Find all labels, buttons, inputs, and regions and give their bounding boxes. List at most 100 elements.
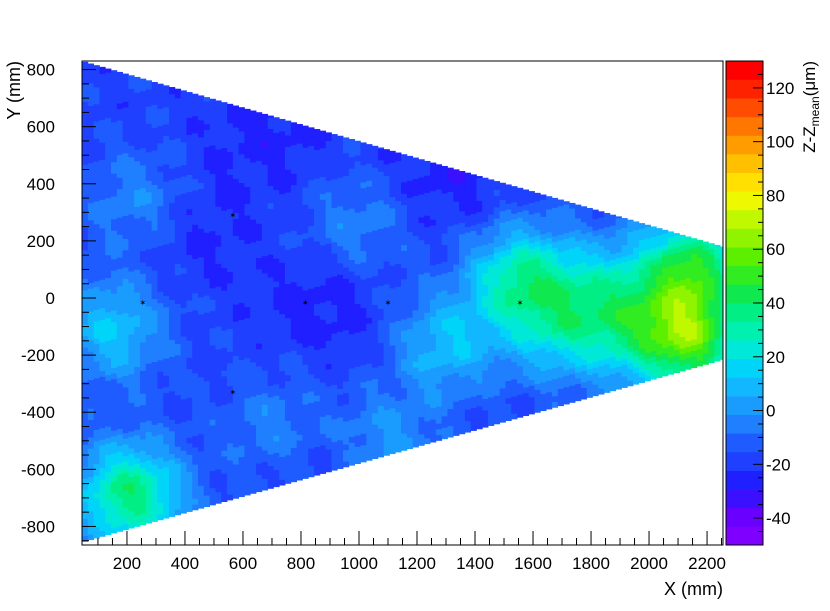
heatmap-cell — [88, 208, 94, 214]
heatmap-cell — [181, 108, 187, 114]
heatmap-cell — [82, 490, 88, 496]
heatmap-cell — [268, 466, 274, 472]
heatmap-cell — [442, 347, 448, 353]
heatmap-cell — [378, 200, 384, 206]
heatmap-cell — [517, 280, 523, 286]
heatmap-cell — [459, 297, 465, 303]
heatmap-cell — [99, 428, 105, 434]
heatmap-cell — [552, 310, 558, 316]
heatmap-cell — [140, 279, 146, 285]
heatmap-cell — [395, 435, 401, 441]
heatmap-cell — [268, 328, 274, 334]
heatmap-cell — [204, 427, 210, 433]
heatmap-cell — [192, 99, 198, 105]
heatmap-cell — [459, 251, 465, 257]
heatmap-cell — [268, 237, 274, 243]
heatmap-cell — [175, 349, 181, 355]
heatmap-cell — [128, 283, 134, 289]
heatmap-cell — [198, 268, 204, 274]
heatmap-cell — [221, 159, 227, 165]
heatmap-cell — [105, 392, 111, 398]
heatmap-cell — [233, 139, 239, 145]
heatmap-cell — [181, 302, 187, 308]
heatmap-cell — [152, 225, 158, 231]
heatmap-cell — [302, 193, 308, 199]
heatmap-cell — [221, 405, 227, 411]
heatmap-cell — [163, 398, 169, 404]
heatmap-cell — [407, 272, 413, 278]
heatmap-cell — [279, 445, 285, 451]
heatmap-cell — [291, 322, 297, 328]
heatmap-cell — [227, 437, 233, 443]
heatmap-cell — [146, 323, 152, 329]
heatmap-cell — [256, 189, 262, 195]
heatmap-cell — [181, 205, 187, 211]
heatmap-cell — [146, 289, 152, 295]
heatmap-cell — [134, 81, 140, 87]
heatmap-cell — [326, 369, 332, 375]
heatmap-cell — [157, 440, 163, 446]
heatmap-cell — [157, 508, 163, 514]
heatmap-cell — [204, 484, 210, 490]
heatmap-cell — [256, 218, 262, 224]
heatmap-cell — [500, 365, 506, 371]
heatmap-cell — [337, 200, 343, 206]
heatmap-cell — [210, 202, 216, 208]
heatmap-cell — [140, 234, 146, 240]
heatmap-cell — [314, 435, 320, 441]
heatmap-cell — [291, 253, 297, 259]
heatmap-cell — [355, 178, 361, 184]
heatmap-cell — [227, 123, 233, 129]
heatmap-cell — [128, 237, 134, 243]
heatmap-cell — [418, 177, 424, 183]
heatmap-cell — [169, 225, 175, 231]
heatmap-cell — [360, 411, 366, 417]
heatmap-cell — [82, 147, 88, 153]
heatmap-cell — [488, 403, 494, 409]
heatmap-cell — [279, 302, 285, 308]
heatmap-cell — [360, 176, 366, 182]
heatmap-cell — [366, 289, 372, 295]
heatmap-cell — [326, 141, 332, 147]
heatmap-cell — [285, 209, 291, 215]
heatmap-cell — [401, 330, 407, 336]
heatmap-cell — [262, 119, 268, 125]
heatmap-cell — [186, 106, 192, 112]
heatmap-cell — [534, 310, 540, 316]
heatmap-cell — [279, 365, 285, 371]
heatmap-cell — [192, 487, 198, 493]
heatmap-cell — [117, 172, 123, 178]
heatmap-cell — [204, 278, 210, 284]
heatmap-cell — [215, 463, 221, 469]
heatmap-cell — [360, 416, 366, 422]
heatmap-cell — [128, 88, 134, 94]
heatmap-cell — [198, 200, 204, 206]
heatmap-cell — [442, 182, 448, 188]
heatmap-cell — [111, 430, 117, 436]
heatmap-cell — [256, 395, 262, 401]
heatmap-cell — [355, 378, 361, 384]
heatmap-cell — [215, 286, 221, 292]
heatmap-cell — [117, 183, 123, 189]
heatmap-cell — [285, 141, 291, 147]
heatmap-cell — [244, 158, 250, 164]
heatmap-cell — [227, 300, 233, 306]
heatmap-cell — [250, 465, 256, 471]
heatmap-cell — [337, 137, 343, 143]
heatmap-cell — [372, 407, 378, 413]
heatmap-cell — [105, 312, 111, 318]
heatmap-cell — [320, 262, 326, 268]
heatmap-cell — [401, 388, 407, 394]
heatmap-cell — [244, 301, 250, 307]
heatmap-cell — [192, 224, 198, 230]
heatmap-cell — [273, 418, 279, 424]
heatmap-cell — [262, 387, 268, 393]
heatmap-cell — [465, 249, 471, 255]
heatmap-cell — [88, 106, 94, 112]
heatmap-cell — [94, 258, 100, 264]
heatmap-cell — [99, 67, 105, 69]
heatmap-cell — [140, 513, 146, 519]
heatmap-cell — [239, 160, 245, 166]
heatmap-cell — [117, 354, 123, 360]
heatmap-cell — [418, 331, 424, 337]
